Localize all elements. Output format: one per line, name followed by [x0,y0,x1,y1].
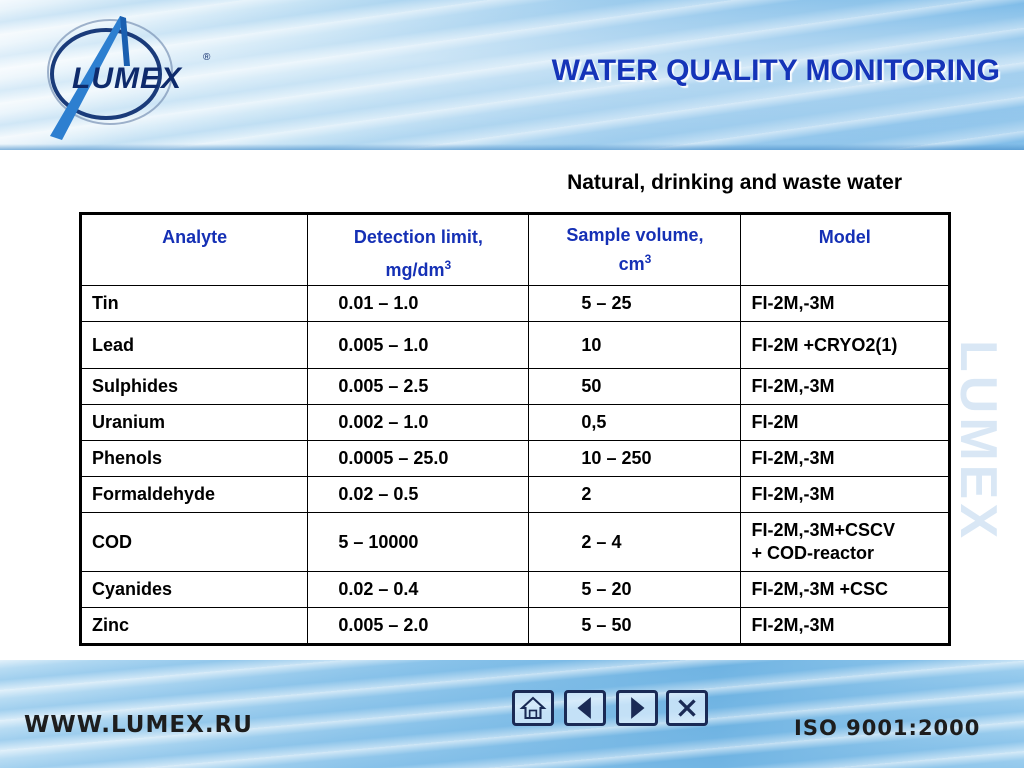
cell-analyte: Sulphides [79,368,309,405]
cell-detection: 0.005 – 2.5 [307,368,530,405]
table-row: Tin 0.01 – 1.0 5 – 25 FI-2M,-3M [79,285,950,322]
table-row: Sulphides 0.005 – 2.5 50 FI-2M,-3M [79,368,950,405]
table-row: COD 5 – 10000 2 – 4 FI-2M,-3M+CSCV + COD… [79,512,950,572]
cell-detection: 0.02 – 0.4 [307,571,530,608]
cell-volume: 5 – 25 [528,285,742,322]
close-icon [678,699,696,717]
water-analytes-table: Analyte Detection limit, mg/dm3 Sample v… [79,212,951,646]
table-row: Formaldehyde 0.02 – 0.5 2 FI-2M,-3M [79,476,950,513]
cell-detection: 0.005 – 1.0 [307,321,530,369]
cell-volume: 5 – 20 [528,571,742,608]
cell-model: FI-2M,-3M [740,285,950,322]
header-sample-volume: Sample volume, cm3 [528,213,742,286]
website-url: WWW.LUMEX.RU [24,712,253,738]
cell-model-line1: FI-2M,-3M+CSCV [751,520,896,540]
next-icon [631,697,645,719]
lumex-logo [22,12,212,152]
cell-detection: 0.005 – 2.0 [307,607,530,645]
cell-model: FI-2M,-3M +CSC [740,571,950,608]
side-watermark-text: LUMEX [949,340,1007,542]
cell-detection: 0.01 – 1.0 [307,285,530,322]
cell-analyte: Uranium [79,404,309,441]
cell-volume: 10 – 250 [528,440,742,477]
cell-volume: 10 [528,321,742,369]
cell-model: FI-2M,-3M [740,476,950,513]
cell-detection: 5 – 10000 [307,512,530,572]
cell-volume: 2 – 4 [528,512,742,572]
previous-button[interactable] [564,690,606,726]
iso-certification: ISO 9001:2000 [794,716,981,740]
cell-model-line2: + COD-reactor [751,543,875,563]
cell-model: FI-2M [740,404,950,441]
cell-analyte: Cyanides [79,571,309,608]
table-row: Cyanides 0.02 – 0.4 5 – 20 FI-2M,-3M +CS… [79,571,950,608]
cell-analyte: Tin [79,285,309,322]
cell-analyte: Phenols [79,440,309,477]
cell-volume: 5 – 50 [528,607,742,645]
cell-model: FI-2M,-3M [740,368,950,405]
cell-model: FI-2M +CRYO2(1) [740,321,950,369]
cell-detection: 0.02 – 0.5 [307,476,530,513]
table-row: Zinc 0.005 – 2.0 5 – 50 FI-2M,-3M [79,607,950,645]
logo-registered-mark: ® [203,52,211,63]
cell-volume: 50 [528,368,742,405]
previous-icon [577,697,591,719]
header-analyte: Analyte [79,213,309,286]
table-row: Lead 0.005 – 1.0 10 FI-2M +CRYO2(1) [79,321,950,369]
table-row: Phenols 0.0005 – 25.0 10 – 250 FI-2M,-3M [79,440,950,477]
cell-volume: 2 [528,476,742,513]
header-model: Model [740,213,950,286]
close-button[interactable] [666,690,708,726]
cell-analyte: Formaldehyde [79,476,309,513]
cell-model: FI-2M,-3M+CSCV + COD-reactor [740,512,950,572]
page-title: WATER QUALITY MONITORING [551,54,1000,87]
cell-model: FI-2M,-3M [740,607,950,645]
cell-detection: 0.0005 – 25.0 [307,440,530,477]
home-icon [519,696,547,720]
cell-analyte: COD [79,512,309,572]
cell-analyte: Zinc [79,607,309,645]
table-row: Uranium 0.002 – 1.0 0,5 FI-2M [79,404,950,441]
logo-text: LUMEX [72,62,182,95]
home-button[interactable] [512,690,554,726]
header-water-band [0,0,1024,150]
table-header-row: Analyte Detection limit, mg/dm3 Sample v… [79,213,950,286]
side-watermark: LUMEX [949,340,1012,580]
cell-model: FI-2M,-3M [740,440,950,477]
header-detection-limit: Detection limit, mg/dm3 [307,213,530,286]
next-button[interactable] [616,690,658,726]
cell-analyte: Lead [79,321,309,369]
cell-detection: 0.002 – 1.0 [307,404,530,441]
cell-volume: 0,5 [528,404,742,441]
table-subtitle: Natural, drinking and waste water [567,171,902,194]
